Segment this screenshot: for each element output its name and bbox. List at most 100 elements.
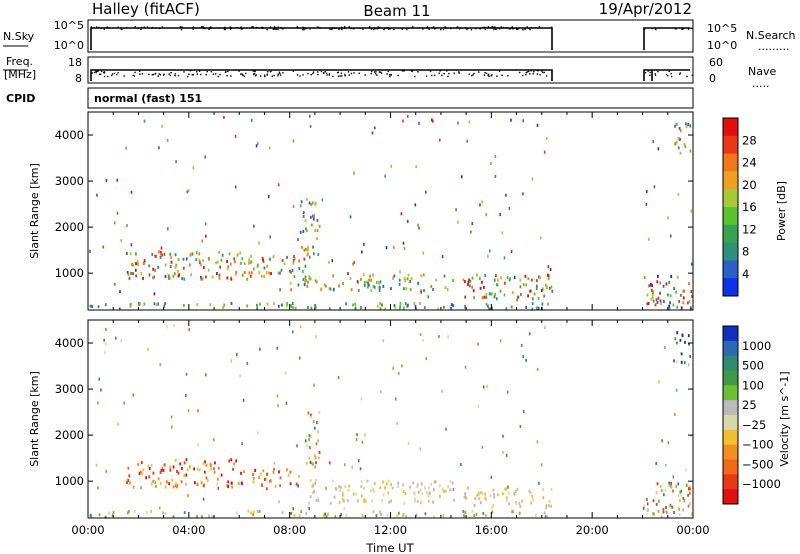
- nsearch-dot: [428, 28, 430, 30]
- data-cell: [504, 487, 507, 491]
- data-cell-sparse: [120, 339, 122, 343]
- data-cell: [495, 274, 497, 277]
- nave-dot: [168, 73, 170, 75]
- nsearch-dot: [332, 27, 334, 29]
- data-cell: [515, 501, 517, 505]
- nave-dot: [446, 70, 448, 72]
- x-tick-label: 04:00: [172, 523, 205, 537]
- nave-dot: [253, 73, 255, 75]
- data-cell: [286, 255, 288, 259]
- data-cell-sparse: [185, 372, 188, 376]
- data-cell: [513, 492, 516, 496]
- data-cell: [662, 284, 665, 288]
- data-cell: [402, 306, 405, 310]
- nsearch-dot: [90, 26, 92, 28]
- data-cell: [688, 487, 690, 491]
- nsearch-dot: [341, 28, 343, 31]
- data-cell: [313, 490, 315, 493]
- data-cell-sparse: [352, 262, 354, 266]
- nsearch-dot: [335, 27, 337, 29]
- nave-dot: [279, 72, 281, 75]
- data-cell: [665, 506, 667, 509]
- data-cell-sparse: [401, 364, 403, 368]
- nsearch-dot: [341, 27, 344, 29]
- data-cell: [452, 279, 454, 282]
- data-cell: [261, 256, 264, 260]
- data-cell: [367, 281, 369, 285]
- station-title: Halley (fitACF): [92, 0, 200, 18]
- data-cell-sparse: [460, 463, 462, 466]
- data-cell-sparse: [468, 120, 471, 124]
- nsearch-dot: [406, 28, 408, 31]
- data-cell: [535, 287, 538, 291]
- data-cell: [530, 501, 532, 505]
- data-cell-sparse: [359, 467, 362, 471]
- data-cell: [655, 502, 658, 506]
- data-cell: [541, 287, 544, 291]
- data-cell: [675, 484, 678, 488]
- data-cell: [289, 482, 292, 486]
- data-cell: [277, 271, 280, 275]
- data-cell: [481, 280, 483, 284]
- data-cell: [509, 277, 511, 281]
- nsearch-dot: [517, 28, 520, 30]
- data-cell: [471, 509, 474, 513]
- data-cell: [173, 272, 176, 276]
- nave-dot: [507, 75, 509, 77]
- data-cell: [188, 465, 191, 469]
- data-cell: [333, 495, 336, 499]
- data-cell: [279, 476, 282, 480]
- data-cell: [687, 504, 690, 508]
- nsearch-dot: [125, 27, 128, 29]
- data-cell-sparse: [159, 363, 162, 367]
- nave-dot: [536, 73, 539, 75]
- y-tick-label: 2000: [55, 220, 84, 234]
- data-cell: [491, 510, 494, 514]
- data-cell: [273, 467, 275, 471]
- nsearch-dot: [343, 27, 346, 29]
- nave-dot: [344, 75, 346, 77]
- nave-dot: [324, 71, 326, 73]
- nave-dot: [307, 72, 309, 75]
- data-cell: [215, 261, 217, 265]
- nave-dot: [317, 71, 319, 73]
- nave-dot: [200, 73, 202, 76]
- data-cell: [263, 266, 266, 270]
- data-cell: [437, 307, 439, 311]
- data-cell-sparse: [685, 468, 687, 472]
- data-cell: [162, 511, 164, 515]
- y-tick-label: 4000: [55, 336, 84, 350]
- data-cell-sparse: [363, 242, 365, 246]
- data-cell: [339, 488, 341, 492]
- nave-dot: [543, 71, 545, 74]
- nave-dot: [271, 75, 273, 77]
- data-cell-sparse: [376, 280, 378, 284]
- data-cell-sparse: [115, 336, 117, 340]
- nsearch-dot: [140, 28, 142, 31]
- data-cell-sparse: [105, 328, 107, 331]
- data-cell: [484, 496, 487, 500]
- data-cell: [471, 285, 474, 289]
- data-cell: [532, 498, 534, 502]
- data-cell: [335, 487, 337, 490]
- data-cell: [236, 253, 239, 257]
- data-cell: [234, 272, 237, 276]
- data-cell: [196, 514, 198, 518]
- nsearch-dot: [506, 27, 508, 29]
- nsearch-dot: [309, 28, 311, 30]
- data-cell: [265, 271, 268, 275]
- data-cell: [338, 500, 341, 504]
- data-cell-sparse: [292, 205, 295, 209]
- data-cell: [305, 247, 307, 251]
- data-cell-sparse: [403, 246, 406, 250]
- nave-dot: [302, 74, 304, 76]
- data-cell: [496, 278, 499, 282]
- data-cell-sparse: [536, 123, 539, 127]
- data-cell-sparse: [356, 433, 358, 437]
- x-tick-label: 08:00: [273, 523, 306, 537]
- beam-title: Beam 11: [363, 2, 430, 20]
- nave-dot: [429, 70, 432, 72]
- nsearch-dot: [352, 27, 354, 30]
- nave-dot: [111, 74, 113, 77]
- data-cell: [126, 481, 128, 484]
